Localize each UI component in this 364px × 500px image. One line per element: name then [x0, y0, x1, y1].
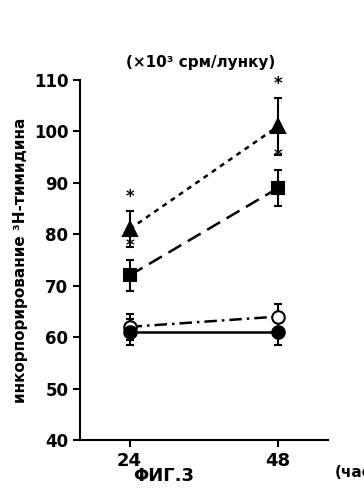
Y-axis label: инкорпорирование ³H-тимидина: инкорпорирование ³H-тимидина	[13, 118, 28, 403]
Text: *: *	[274, 75, 282, 93]
Text: *: *	[125, 188, 134, 206]
Text: (час): (час)	[335, 465, 364, 480]
Text: ΦИГ.3: ΦИГ.3	[133, 467, 194, 485]
Text: (×10³ срм/лунку): (×10³ срм/лунку)	[126, 55, 275, 70]
Text: *: *	[125, 237, 134, 255]
Text: *: *	[274, 147, 282, 165]
